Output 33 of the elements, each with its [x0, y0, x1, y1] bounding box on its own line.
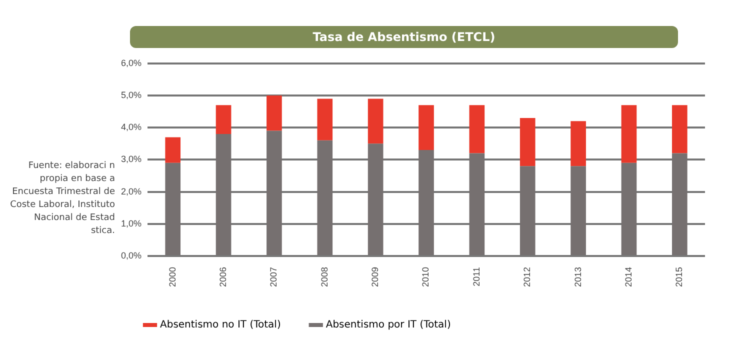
bar — [216, 105, 232, 134]
y-tick-label: 4,0% — [121, 122, 142, 132]
legend-label: Absentismo por IT (Total) — [326, 320, 451, 331]
x-tick-label: 2010 — [420, 266, 431, 288]
chart-title: Tasa de Absentismo (ETCL) — [130, 26, 678, 48]
y-tick-label: 6,0% — [121, 58, 142, 68]
x-tick-label: 2011 — [471, 266, 482, 286]
source-note: Fuente: elaboraci n propia en base a Encuesta Trimestral de Coste Laboral, Instituto Nacional de Estad stica. — [9, 160, 115, 238]
bar — [418, 105, 434, 150]
bar — [317, 98, 333, 140]
y-tick-label: 0,0% — [121, 250, 142, 260]
bar — [368, 98, 384, 144]
bar — [520, 118, 536, 166]
bar — [165, 137, 181, 163]
y-tick-label: 1,0% — [121, 218, 142, 228]
bar — [266, 95, 282, 131]
x-tick-label: 2012 — [522, 266, 532, 288]
legend-label: Absentismo no IT (Total) — [160, 320, 281, 331]
bar — [672, 105, 688, 154]
y-tick-label: 2,0% — [121, 186, 142, 196]
x-tick-label: 2013 — [572, 266, 583, 288]
y-tick-label: 3,0% — [121, 154, 142, 164]
x-tick-label: 2000 — [167, 266, 178, 288]
x-tick-label: 2015 — [674, 266, 684, 288]
x-tick-label: 2006 — [218, 266, 228, 288]
bar — [621, 105, 637, 163]
x-tick-label: 2009 — [370, 266, 380, 288]
y-tick-label: 5,0% — [121, 90, 142, 100]
bar — [469, 105, 485, 154]
bar — [570, 121, 586, 166]
x-tick-label: 2007 — [268, 266, 279, 288]
x-tick-label: 2008 — [319, 266, 330, 288]
x-tick-label: 2014 — [623, 266, 634, 288]
